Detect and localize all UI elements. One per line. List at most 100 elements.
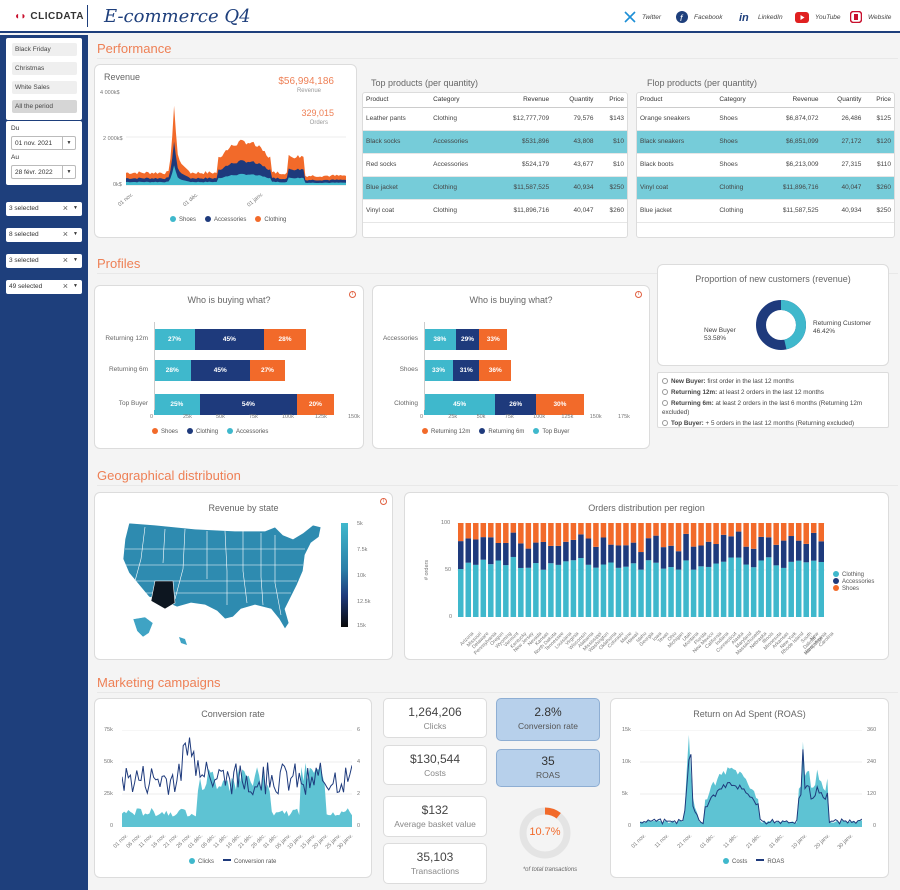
bar-segment[interactable]: 27%	[154, 329, 196, 350]
bar-segment[interactable]: 27%	[249, 360, 285, 381]
kpi-label: ROAS	[535, 770, 561, 780]
column-header[interactable]: Product	[363, 93, 431, 108]
bar-segment[interactable]: 26%	[495, 394, 537, 415]
legend-roas[interactable]: ROAS	[756, 859, 784, 865]
legend-shoes[interactable]: Shoes	[833, 585, 874, 592]
bar-segment[interactable]: 20%	[297, 394, 334, 415]
linkedin-link[interactable]: in LinkedIn	[739, 10, 783, 24]
info-icon[interactable]: i	[380, 498, 387, 505]
legend-costs[interactable]: Costs	[723, 858, 747, 865]
youtube-link[interactable]: YouTube	[795, 10, 841, 24]
twitter-link[interactable]: Twitter	[624, 10, 661, 24]
bar-accessories	[713, 544, 719, 564]
x-tick: 01 déc.	[699, 833, 717, 851]
kpi-transactions: 35,103 Transactions	[383, 843, 487, 884]
legend-accessories[interactable]: Accessories	[833, 578, 874, 585]
table-row[interactable]: Vinyl coat Clothing $11,896,716 40,047 $260	[363, 199, 627, 223]
bar-segment[interactable]: 31%	[453, 360, 480, 381]
clear-icon[interactable]: ×	[62, 281, 68, 291]
bar-segment[interactable]: 45%	[190, 360, 250, 381]
chevron-down-icon[interactable]: ▼	[62, 166, 75, 178]
bar-segment[interactable]: 33%	[424, 360, 454, 381]
bar-segment[interactable]: 29%	[455, 329, 480, 350]
kpi-costs: $130,544 Costs	[383, 745, 487, 785]
to-date-input[interactable]: 28 févr. 2022 ▼	[11, 165, 76, 179]
column-header[interactable]: Price	[864, 93, 894, 108]
legend-clothing[interactable]: Clothing	[255, 216, 286, 223]
table-row[interactable]: Orange sneakers Shoes $6,874,072 26,486 $125	[637, 107, 894, 131]
clear-icon[interactable]: ×	[62, 229, 68, 239]
facebook-link[interactable]: f Facebook	[676, 10, 723, 24]
bar-segment[interactable]: 45%	[195, 329, 264, 350]
chevron-down-icon[interactable]: ▼	[73, 231, 78, 237]
bar-accessories	[788, 536, 794, 562]
chevron-down-icon[interactable]: ▼	[73, 283, 78, 289]
legend-item[interactable]: Accessories	[227, 428, 268, 435]
legend-item[interactable]: Top Buyer	[533, 428, 569, 435]
legend-shoes[interactable]: Shoes	[170, 216, 196, 223]
bar-segment[interactable]: 45%	[424, 394, 496, 415]
bar-segment[interactable]: 28%	[154, 360, 191, 381]
bar-segment[interactable]: 28%	[263, 329, 307, 350]
legend-item[interactable]: Clothing	[187, 428, 218, 435]
column-header[interactable]: Quantity	[821, 93, 865, 108]
legend-item[interactable]: Returning 12m	[422, 428, 470, 435]
table-row[interactable]: Black socks Accessories $531,896 43,808 $10	[363, 130, 627, 154]
youtube-label: YouTube	[815, 13, 841, 21]
table-row[interactable]: Blue jacket Clothing $11,587,525 40,934 $250	[637, 199, 894, 223]
preset-christmas[interactable]: Christmas	[12, 62, 77, 75]
table-row[interactable]: Black sneakers Shoes $6,851,099 27,172 $120	[637, 130, 894, 154]
x-tick: 100k	[533, 414, 546, 420]
legend-clothing[interactable]: Clothing	[833, 571, 874, 578]
definition-item: Returning 6m: at least 2 orders in the l…	[662, 400, 863, 416]
table-header: Product Category Revenue Quantity Price	[637, 93, 894, 108]
legend-conversion[interactable]: Conversion rate	[223, 859, 276, 865]
clear-icon[interactable]: ×	[62, 255, 68, 265]
column-header[interactable]: Revenue	[762, 93, 822, 108]
legend-item[interactable]: Shoes	[152, 428, 178, 435]
bar-segment[interactable]: 30%	[536, 394, 584, 415]
bar-clothing	[683, 560, 689, 617]
table-row[interactable]: Leather pants Clothing $12,777,709 79,576 $1…	[363, 107, 627, 131]
roas-area-chart	[640, 730, 862, 827]
bar-accessories	[518, 543, 524, 568]
column-header[interactable]: Quantity	[552, 93, 597, 108]
chevron-down-icon[interactable]: ▼	[73, 257, 78, 263]
divider	[97, 485, 898, 486]
table-cell: 40,047	[552, 199, 597, 223]
y-tick: 5k	[622, 791, 628, 797]
legend-item[interactable]: Returning 6m	[479, 428, 524, 435]
filter-select-1[interactable]: 3 selected × ▼	[6, 202, 82, 216]
preset-all-period[interactable]: All the period	[12, 100, 77, 113]
filter-select-3[interactable]: 3 selected × ▼	[6, 254, 82, 268]
bar-shoes	[660, 523, 667, 548]
clear-icon[interactable]: ×	[62, 203, 68, 213]
bar-segment[interactable]: 36%	[479, 360, 512, 381]
bar-segment[interactable]: 38%	[424, 329, 456, 350]
table-row[interactable]: Black boots Shoes $6,213,009 27,315 $110	[637, 153, 894, 177]
bar-segment[interactable]: 33%	[479, 329, 508, 350]
from-date-input[interactable]: 01 nov. 2021 ▼	[11, 136, 76, 150]
filter-select-2[interactable]: 8 selected × ▼	[6, 228, 82, 242]
chevron-down-icon[interactable]: ▼	[73, 205, 78, 211]
info-icon[interactable]: i	[635, 291, 642, 298]
table-row[interactable]: Red socks Accessories $524,179 43,677 $10	[363, 153, 627, 177]
column-header[interactable]: Price	[596, 93, 627, 108]
column-header[interactable]: Revenue	[490, 93, 553, 108]
column-header[interactable]: Category	[716, 93, 763, 108]
table-row[interactable]: Blue jacket Clothing $11,587,525 40,934 $250	[363, 176, 627, 200]
filter-select-4[interactable]: 49 selected × ▼	[6, 280, 82, 294]
website-link[interactable]: Website	[850, 10, 891, 24]
column-header[interactable]: Product	[637, 93, 717, 108]
legend-accessories[interactable]: Accessories	[205, 216, 246, 223]
bullet-icon	[662, 378, 668, 384]
table-row[interactable]: Vinyl coat Clothing $11,896,716 40,047 $260	[637, 176, 894, 200]
column-header[interactable]: Category	[430, 93, 491, 108]
bar-segment[interactable]: 25%	[154, 394, 200, 415]
info-icon[interactable]: i	[349, 291, 356, 298]
bar-segment[interactable]: 54%	[199, 394, 298, 415]
legend-clicks[interactable]: Clicks	[189, 858, 214, 865]
preset-white-sales[interactable]: White Sales	[12, 81, 77, 94]
preset-black-friday[interactable]: Black Friday	[12, 43, 77, 56]
chevron-down-icon[interactable]: ▼	[62, 137, 75, 149]
